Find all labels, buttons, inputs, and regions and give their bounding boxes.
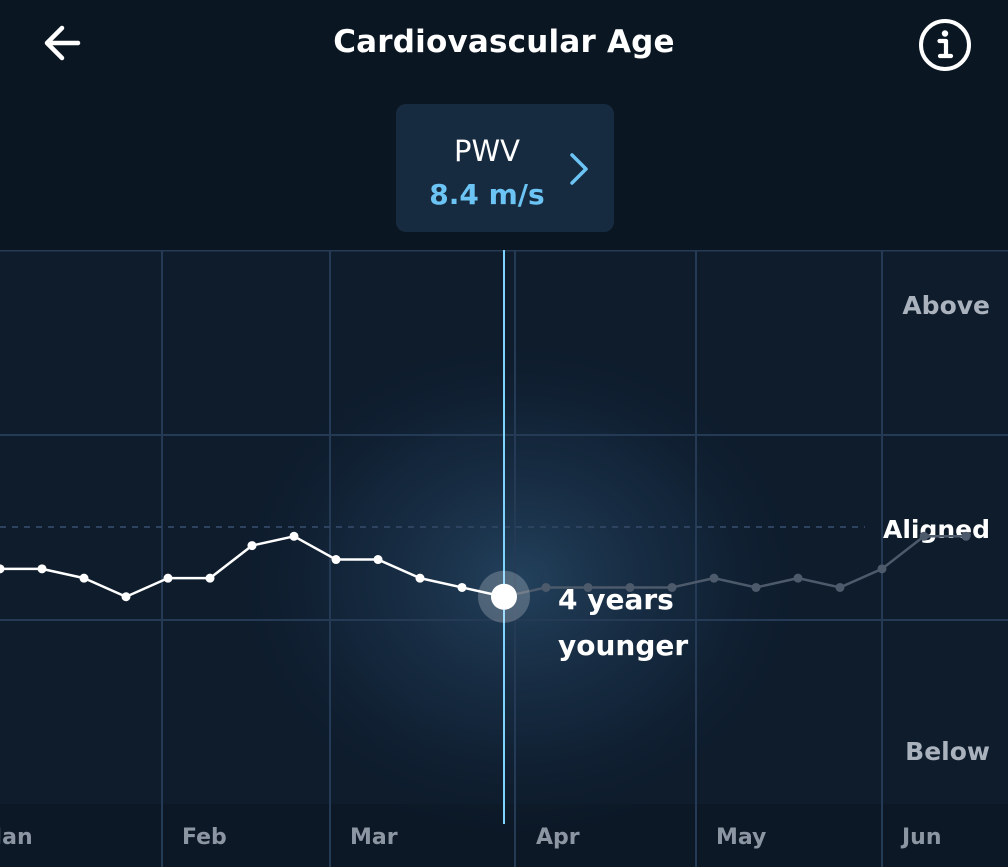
selected-annotation: 4 years [558,583,674,616]
page-title: Cardiovascular Age [333,24,675,60]
trend-chart[interactable]: Above Aligned Below 4 years younger Jan Feb M… [0,250,1008,867]
x-tick-label: Mar [350,825,398,850]
data-point[interactable] [79,573,89,583]
x-tick-label: Jun [900,825,942,850]
data-point[interactable] [289,531,299,541]
data-point[interactable] [877,564,887,574]
data-point[interactable] [121,592,131,602]
chevron-right-icon [570,153,588,185]
data-point[interactable] [373,555,383,565]
data-point[interactable] [751,582,761,592]
arrow-left-icon [44,25,81,61]
data-point[interactable] [331,555,341,565]
x-tick-label: Jan [0,825,33,850]
band-label: Above [902,291,990,320]
data-point[interactable] [709,573,719,583]
band-label: Below [905,737,990,766]
data-point[interactable] [667,582,677,592]
x-tick-label: Apr [536,825,580,850]
data-point[interactable] [457,582,467,592]
data-point[interactable] [625,582,635,592]
x-tick-label: May [716,825,766,850]
data-point[interactable] [0,564,5,574]
data-point[interactable] [37,564,47,574]
info-button[interactable] [916,16,974,74]
info-circle-icon [919,19,971,71]
data-point[interactable] [205,573,215,583]
metric-selector[interactable]: PWV 8.4 m/s [396,104,614,232]
header: Cardiovascular Age [0,0,1008,90]
back-button[interactable] [40,20,86,66]
selected-annotation: younger [558,629,688,662]
metric-value: 8.4 m/s [429,178,545,211]
data-point[interactable] [583,582,593,592]
data-point[interactable] [919,531,929,541]
metric-label: PWV [453,134,520,168]
x-tick-label: Feb [182,825,227,850]
series-line-future [503,535,966,598]
data-point[interactable] [247,541,257,551]
data-point[interactable] [793,573,803,583]
data-point[interactable] [415,573,425,583]
data-point[interactable] [835,582,845,592]
band-label: Aligned [883,515,990,544]
data-point[interactable] [541,582,551,592]
data-point[interactable] [163,573,173,583]
data-point[interactable] [961,531,971,541]
selected-point[interactable] [491,583,517,610]
